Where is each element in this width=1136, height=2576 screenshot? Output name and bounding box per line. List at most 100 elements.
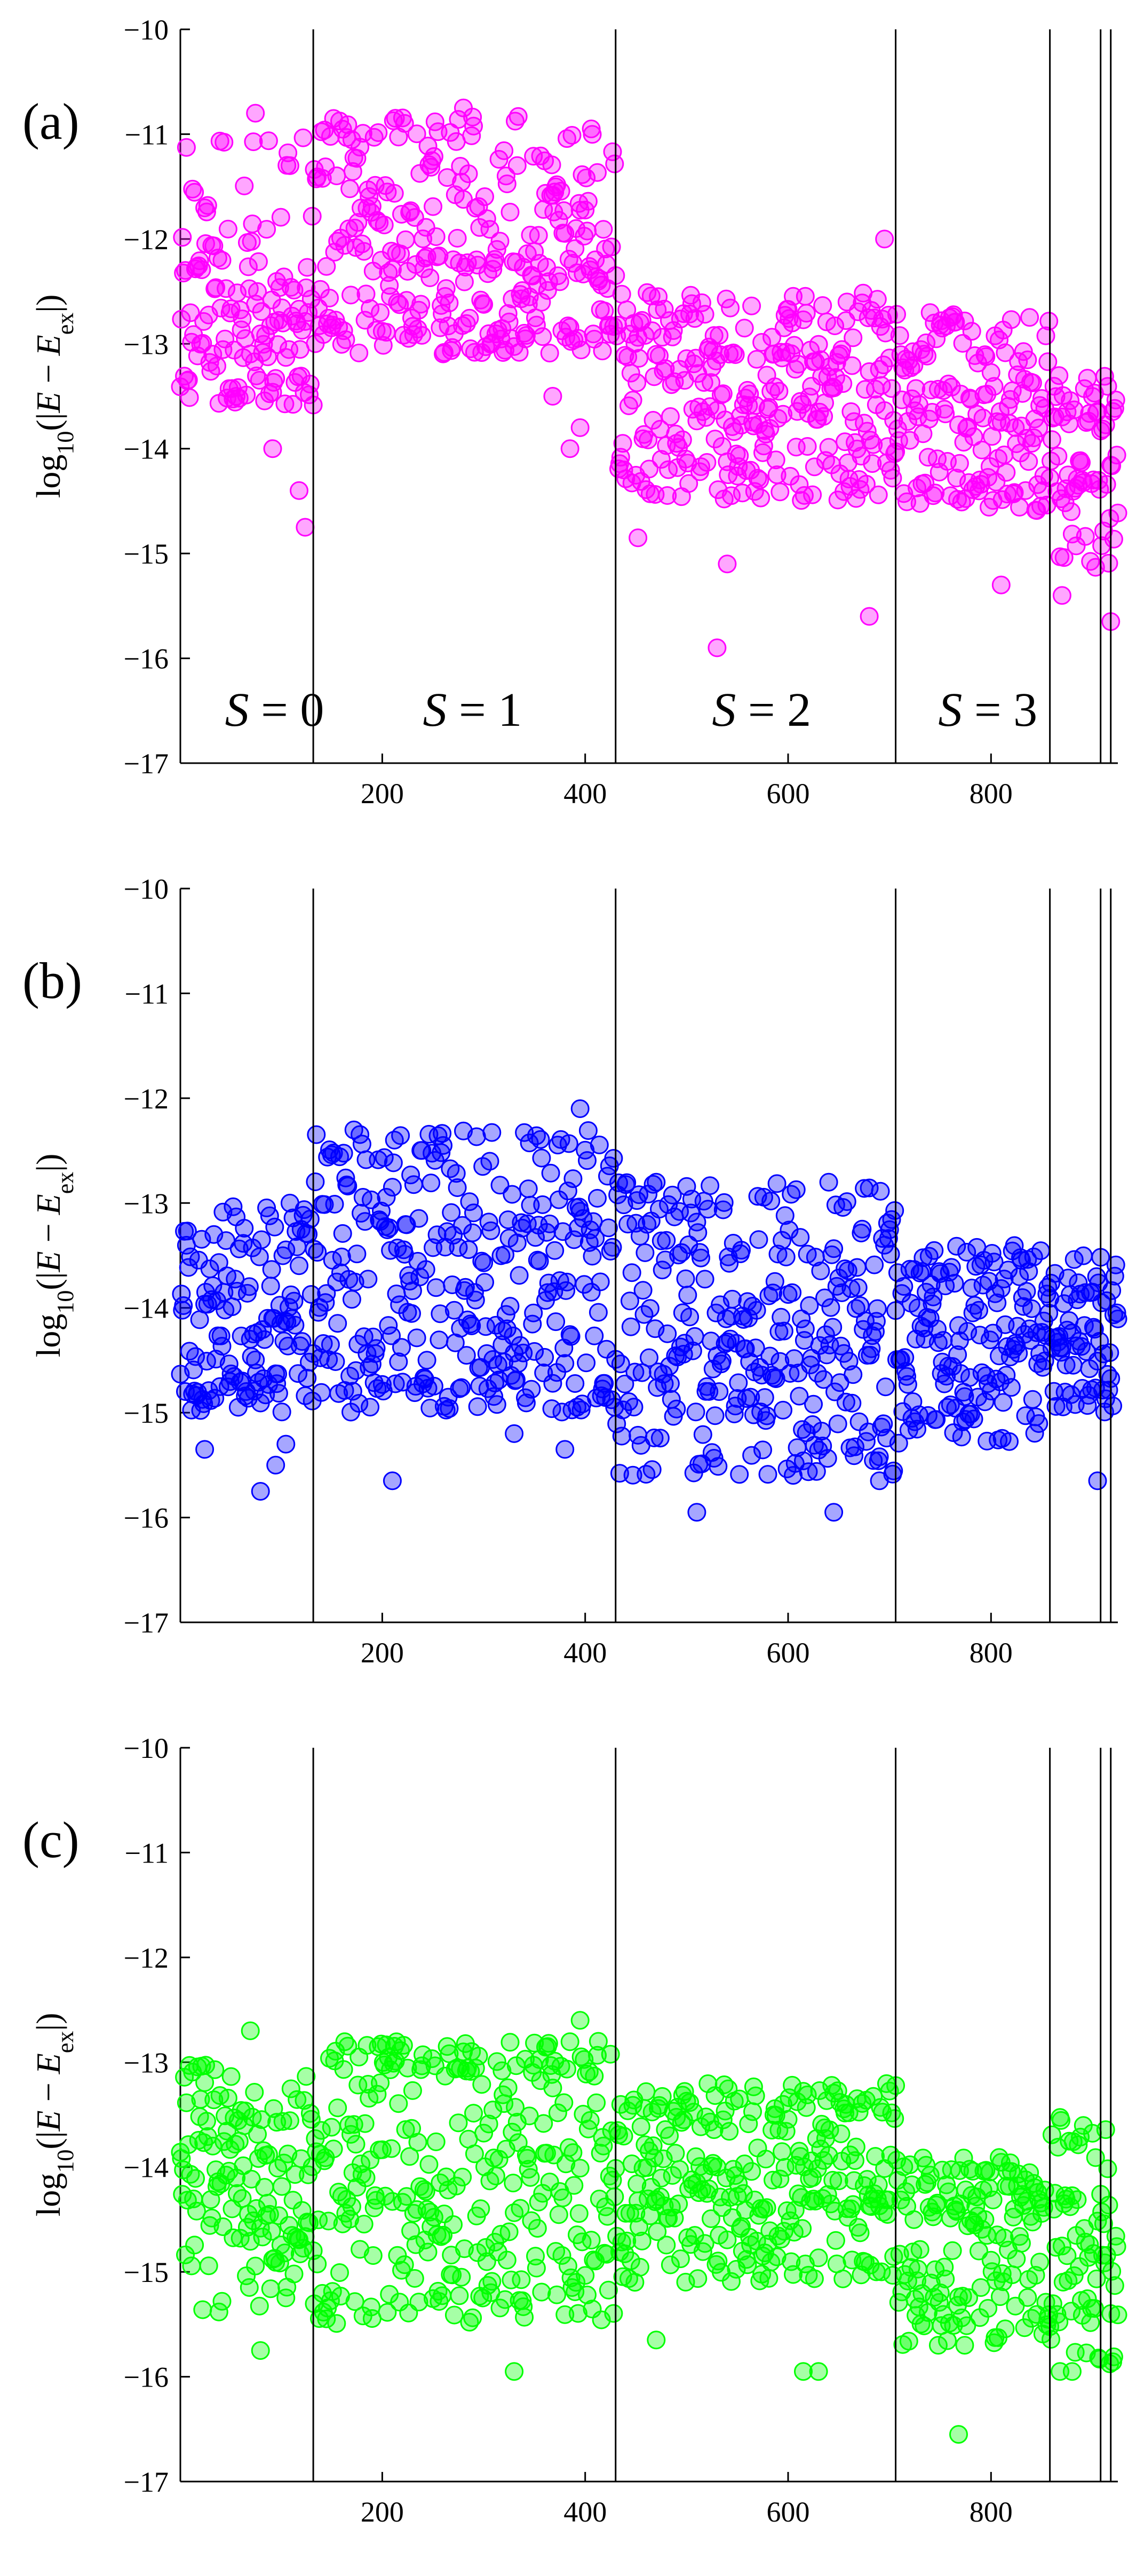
data-point [212, 251, 232, 270]
data-point [320, 289, 339, 307]
data-point [505, 1424, 524, 1443]
y-tick-label: −15 [124, 1397, 169, 1429]
data-point [521, 2168, 540, 2187]
data-point [908, 1420, 926, 1439]
y-axis-label: log10(|E − Eex|) [29, 295, 78, 498]
y-axis-label-part: |) [29, 2013, 67, 2031]
data-point [620, 1291, 639, 1311]
data-point [1058, 2246, 1077, 2265]
data-point [430, 247, 449, 265]
data-point [271, 208, 290, 227]
data-point [658, 1324, 677, 1343]
data-point [694, 373, 713, 392]
data-point [245, 2083, 264, 2102]
data-point [328, 1314, 347, 1333]
y-tick-label: −16 [124, 2361, 169, 2393]
data-point [531, 1130, 550, 1149]
data-point [750, 470, 769, 489]
data-point [1002, 310, 1021, 329]
data-point [457, 1346, 476, 1365]
data-point [424, 2208, 443, 2227]
data-point [791, 2147, 810, 2166]
data-point [866, 2147, 885, 2166]
data-point [617, 2231, 637, 2250]
data-point [377, 1188, 396, 1207]
data-point [681, 1203, 700, 1223]
data-point [692, 293, 711, 312]
data-point [290, 481, 308, 500]
data-point [444, 1301, 464, 1320]
data-point [380, 1218, 399, 1238]
y-axis-label-part: ex [52, 1172, 78, 1194]
scatter-series [171, 1099, 1127, 1522]
data-point [296, 518, 315, 537]
data-point [1020, 308, 1039, 327]
data-point [1042, 2330, 1060, 2349]
data-point [957, 2316, 976, 2335]
data-point [408, 2133, 427, 2152]
data-point [803, 1415, 822, 1434]
data-point [391, 2041, 410, 2060]
data-point [732, 1241, 751, 1260]
data-point [952, 1428, 971, 1447]
data-point [695, 1270, 714, 1289]
data-point [770, 1352, 790, 1371]
sector-label: S = 2 [712, 684, 811, 736]
data-point [385, 184, 404, 203]
data-point [660, 2126, 679, 2145]
data-point [317, 257, 336, 276]
data-point [1031, 1241, 1050, 1261]
data-point [718, 554, 737, 574]
data-point [273, 2112, 292, 2131]
data-point [193, 2300, 212, 2319]
data-point [959, 2288, 978, 2307]
data-point [686, 2147, 705, 2166]
data-point [783, 1283, 802, 1302]
data-point [735, 2154, 754, 2174]
data-point [234, 2156, 253, 2175]
data-point [419, 2155, 439, 2174]
data-point [501, 2033, 520, 2052]
data-point [844, 328, 863, 347]
data-point [661, 2255, 680, 2274]
data-point [326, 1352, 345, 1371]
data-point [640, 1299, 660, 1318]
data-point [381, 1241, 400, 1260]
data-point [1046, 1397, 1066, 1416]
data-point [860, 1178, 879, 1198]
data-point [285, 2165, 305, 2184]
data-point [774, 405, 792, 424]
data-point [1106, 391, 1125, 409]
data-point [492, 2061, 512, 2080]
data-point [602, 237, 621, 257]
y-tick-label: −10 [124, 1732, 169, 1764]
data-point [766, 450, 785, 470]
data-point [588, 1188, 607, 1208]
data-point [612, 1426, 631, 1446]
data-point [809, 335, 828, 354]
data-point [586, 1229, 605, 1248]
data-point [240, 1277, 259, 1296]
data-point [182, 2256, 201, 2276]
data-point [884, 1461, 903, 1480]
data-point [947, 1237, 966, 1256]
panel-label: (c) [22, 1811, 80, 1868]
data-point [869, 485, 888, 504]
data-point [1024, 428, 1043, 447]
data-point [655, 299, 674, 319]
data-point [389, 1352, 408, 1372]
data-point [464, 1203, 483, 1223]
data-point [1052, 1338, 1071, 1357]
data-point [960, 389, 979, 408]
data-point [640, 1348, 658, 1367]
data-point [805, 2269, 824, 2288]
data-point [619, 1392, 638, 1411]
data-point [622, 1263, 641, 1282]
data-point [1018, 350, 1037, 369]
data-point [670, 2160, 689, 2179]
data-point [898, 1375, 917, 1394]
data-point [794, 1451, 813, 1470]
data-point [1050, 366, 1069, 385]
